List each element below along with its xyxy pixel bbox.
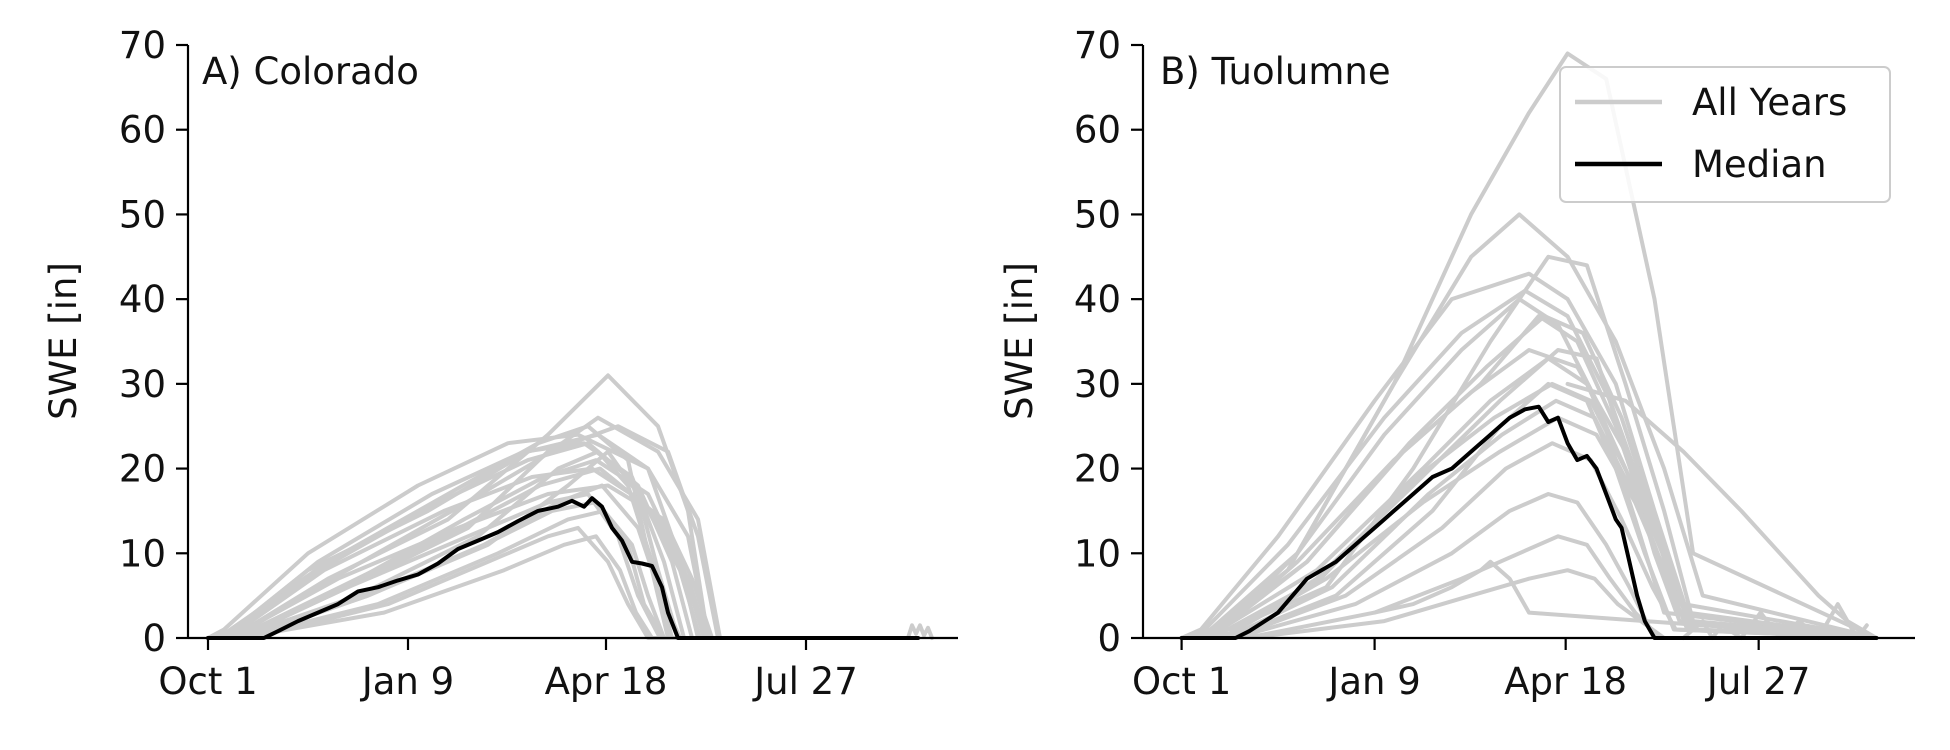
panel-a-year-line-16	[206, 492, 920, 640]
panel-b-year-line-20	[1372, 559, 1879, 640]
panel-a-year-line-15	[206, 415, 920, 640]
panel-b-median-line	[1179, 404, 1879, 640]
legend-label-median: Median	[1692, 143, 1827, 186]
panel-b-y-tick-label-10: 10	[1074, 532, 1121, 575]
panel-b-x-tick-label: Oct 1	[1132, 660, 1231, 703]
panel-a-year-line-20	[206, 466, 920, 640]
panel-a-year-line-9	[206, 508, 920, 640]
panel-a-x-ticks: Oct 1 Jan 9 Apr 18 Jul 27	[158, 638, 858, 703]
panel-a-y-tick-label-50: 50	[119, 193, 166, 236]
panel-a-year-line-19	[206, 441, 920, 640]
panel-a-y-tick-label-10: 10	[119, 532, 166, 575]
panel-a-y-tick-label-30: 30	[119, 363, 166, 406]
legend-label-all-years: All Years	[1692, 81, 1847, 124]
panel-b-y-tick-label-40: 40	[1074, 278, 1121, 321]
panel-b-year-line-16	[1179, 441, 1879, 640]
panel-b-year-line-22	[1681, 602, 1869, 640]
panel-b-y-tick-label-60: 60	[1074, 109, 1121, 152]
panel-b-y-tick-label-20: 20	[1074, 448, 1121, 491]
panel-a-year-line-17	[206, 466, 920, 640]
panel-b-x-tick-label: Jan 9	[1326, 660, 1420, 703]
panel-a: 0 10 20 30 40 50 60 70 Oct 1 Jan 9 Apr 18 Jul 27 A…	[42, 24, 958, 703]
panel-b-year-line-7	[1179, 348, 1879, 640]
panel-a-year-line-21	[866, 623, 934, 640]
panel-a-title: A) Colorado	[202, 50, 419, 93]
panel-b-year-line-3	[1179, 254, 1879, 640]
panel-b-x-tick-label: Apr 18	[1504, 660, 1627, 703]
panel-b-year-line-21	[1565, 381, 1879, 640]
panel-b: 0 10 20 30 40 50 60 70 Oct 1 Jan 9 Apr 18 Jul 27 B…	[998, 24, 1915, 703]
panel-b-y-axis-label: SWE [in]	[998, 262, 1041, 420]
panel-a-median-line	[206, 496, 920, 640]
panel-b-y-ticks: 0 10 20 30 40 50 60 70	[1074, 24, 1143, 660]
legend: All Years Median	[1559, 66, 1891, 203]
panel-b-year-line-15	[1179, 288, 1879, 640]
panel-a-y-axis-label: SWE [in]	[42, 262, 85, 420]
panel-a-y-tick-label-40: 40	[119, 278, 166, 321]
panel-a-x-tick-label: Jul 27	[752, 660, 857, 703]
panel-b-year-line-2	[1179, 212, 1879, 640]
panel-a-x-tick-label: Jan 9	[360, 660, 454, 703]
panel-a-year-line-10	[206, 441, 920, 640]
panel-a-year-line-13	[206, 432, 920, 640]
panel-b-year-line-1	[1179, 51, 1879, 640]
panel-a-median-series-line	[206, 496, 920, 640]
panel-b-year-line-4	[1179, 271, 1879, 640]
panel-a-y-ticks: 0 10 20 30 40 50 60 70	[119, 24, 188, 660]
panel-b-y-tick-label-50: 50	[1074, 193, 1121, 236]
panel-b-y-tick-label-0: 0	[1097, 617, 1121, 660]
panel-b-x-tick-label: Jul 27	[1705, 660, 1810, 703]
panel-a-x-tick-label: Oct 1	[158, 660, 257, 703]
panel-b-x-ticks: Oct 1 Jan 9 Apr 18 Jul 27	[1132, 638, 1810, 703]
panel-a-x-tick-label: Apr 18	[545, 660, 668, 703]
panel-b-median-series-line	[1179, 404, 1879, 640]
panel-b-y-tick-label-30: 30	[1074, 363, 1121, 406]
panel-b-year-line-19	[1179, 348, 1879, 640]
panel-a-y-tick-label-20: 20	[119, 448, 166, 491]
panel-a-year-line-5	[206, 525, 920, 640]
panel-a-years-lines	[206, 373, 934, 640]
panel-b-y-tick-label-70: 70	[1074, 24, 1121, 67]
panel-a-year-line-14	[206, 534, 920, 640]
panel-a-y-tick-label-0: 0	[142, 617, 166, 660]
panel-a-y-tick-label-60: 60	[119, 109, 166, 152]
panel-b-title: B) Tuolumne	[1160, 50, 1391, 93]
panel-b-year-line-8	[1179, 297, 1879, 640]
panel-a-y-tick-label-70: 70	[119, 24, 166, 67]
